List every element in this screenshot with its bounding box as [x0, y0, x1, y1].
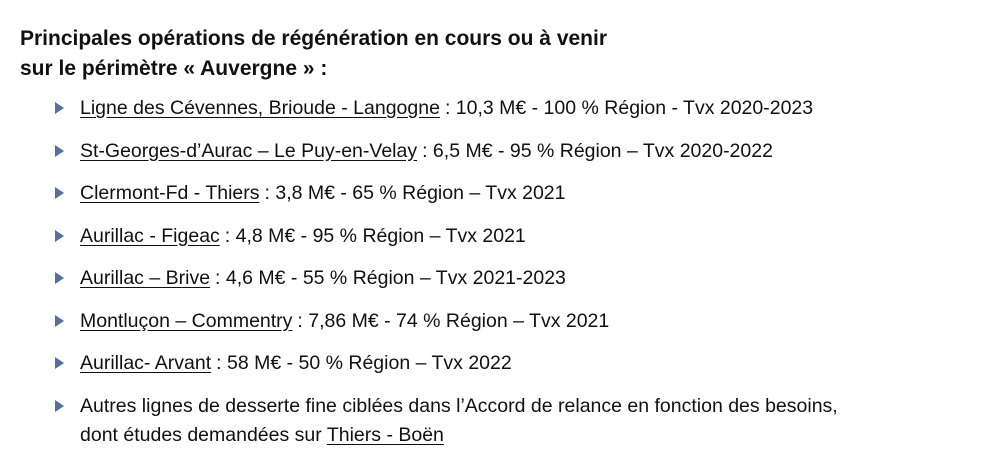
line-name: Aurillac - Figeac — [80, 224, 220, 247]
item-text: dont études demandées sur — [80, 423, 322, 446]
line-details: : 7,86 M€ - 74 % Région – Tvx 2021 — [297, 309, 610, 332]
operation-item: Aurillac- Arvant: 58 M€ - 50 % Région – … — [0, 349, 838, 392]
operation-item: Aurillac – Brive: 4,6 M€ - 55 % Région –… — [0, 264, 838, 307]
other-lines-item: Autres lignes de desserte fine ciblées d… — [0, 392, 838, 450]
operation-item: Aurillac - Figeac: 4,8 M€ - 95 % Région … — [0, 222, 838, 265]
line-name: Thiers - Boën — [326, 423, 444, 446]
line-name: Ligne des Cévennes, Brioude - Langogne — [80, 97, 440, 119]
operation-item: Ligne des Cévennes, Brioude - Langogne: … — [0, 94, 838, 137]
slide-title: Principales opérations de régénération e… — [20, 24, 607, 84]
title-line: sur le périmètre « Auvergne » : — [20, 57, 328, 80]
item-text: Autres lignes de desserte fine ciblées d… — [80, 394, 838, 417]
line-details: : 58 M€ - 50 % Région – Tvx 2022 — [216, 352, 512, 374]
line-details: : 4,8 M€ - 95 % Région – Tvx 2021 — [224, 224, 526, 247]
title-line: Principales opérations de régénération e… — [20, 27, 608, 50]
operation-item: Montluçon – Commentry: 7,86 M€ - 74 % Ré… — [0, 307, 838, 350]
line-name: Aurillac- Arvant — [80, 352, 212, 374]
operation-item: Clermont-Fd - Thiers: 3,8 M€ - 65 % Régi… — [0, 179, 838, 222]
line-details: : 4,6 M€ - 55 % Région – Tvx 2021-2023 — [215, 267, 566, 289]
item-text-line: dont études demandées sur Thiers - Boën — [80, 421, 838, 450]
line-details: : 6,5 M€ - 95 % Région – Tvx 2020-2022 — [422, 139, 773, 162]
operation-item: St-Georges-d’Aurac – Le Puy-en-Velay: 6,… — [0, 137, 838, 180]
line-name: Aurillac – Brive — [80, 267, 211, 289]
line-details: : 3,8 M€ - 65 % Région – Tvx 2021 — [264, 182, 566, 204]
line-name: St-Georges-d’Aurac – Le Puy-en-Velay — [80, 139, 418, 162]
line-name: Clermont-Fd - Thiers — [80, 182, 260, 204]
line-details: : 10,3 M€ - 100 % Région - Tvx 2020-2023 — [444, 97, 814, 119]
operations-list: Ligne des Cévennes, Brioude - Langogne: … — [0, 94, 838, 450]
line-name: Montluçon – Commentry — [80, 309, 293, 332]
